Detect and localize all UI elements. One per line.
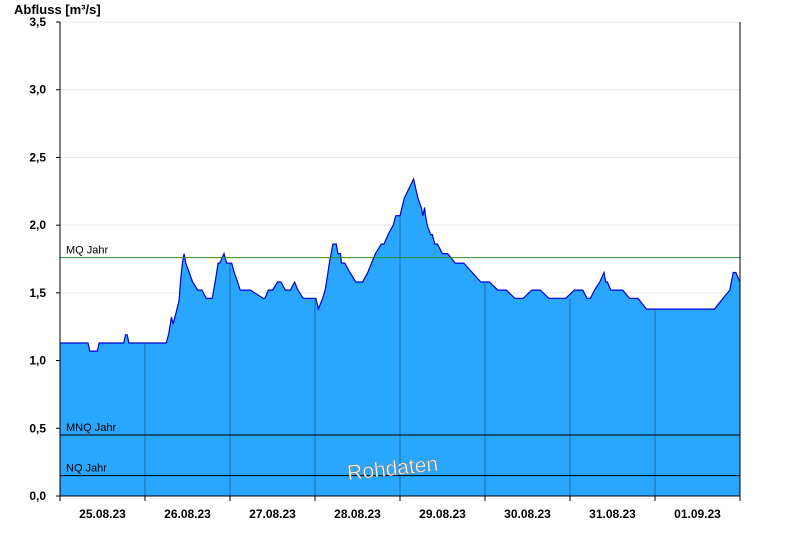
y-tick-label-0: 0,0 bbox=[29, 489, 46, 503]
x-tick-label-1: 26.08.23 bbox=[164, 507, 211, 521]
x-tick-label-3: 28.08.23 bbox=[334, 507, 381, 521]
day-separators bbox=[144, 215, 656, 496]
discharge-line bbox=[60, 177, 741, 352]
x-tick-labels: 25.08.23 26.08.23 27.08.23 28.08.23 29.08.23… bbox=[59, 496, 741, 521]
reference-lines: MQ Jahr MNQ Jahr NQ Jahr bbox=[60, 245, 740, 477]
x-tick-label-2: 27.08.23 bbox=[249, 507, 296, 521]
x-tick-label-4: 29.08.23 bbox=[419, 507, 466, 521]
y-tick-label-3: 1,5 bbox=[29, 286, 46, 300]
y-tick-label-2: 1,0 bbox=[29, 354, 46, 368]
y-tick-labels: 0,0 0,5 1,0 1,5 2,0 2,5 3,0 3,5 bbox=[29, 15, 60, 503]
ref-label-2: NQ Jahr bbox=[66, 463, 107, 475]
y-tick-label-7: 3,5 bbox=[29, 15, 46, 29]
x-tick-label-5: 30.08.23 bbox=[504, 507, 551, 521]
y-tick-label-6: 3,0 bbox=[29, 83, 46, 97]
y-axis-title: Abfluss [m³/s] bbox=[14, 2, 101, 17]
ref-label-0: MQ Jahr bbox=[66, 245, 109, 257]
ref-label-1: MNQ Jahr bbox=[66, 422, 116, 434]
x-tick-label-0: 25.08.23 bbox=[79, 507, 126, 521]
y-tick-label-1: 0,5 bbox=[29, 421, 46, 435]
x-tick-label-7: 01.09.23 bbox=[674, 507, 721, 521]
y-tick-label-5: 2,5 bbox=[29, 150, 46, 164]
y-tick-label-4: 2,0 bbox=[29, 218, 46, 232]
x-tick-label-6: 31.08.23 bbox=[589, 507, 636, 521]
